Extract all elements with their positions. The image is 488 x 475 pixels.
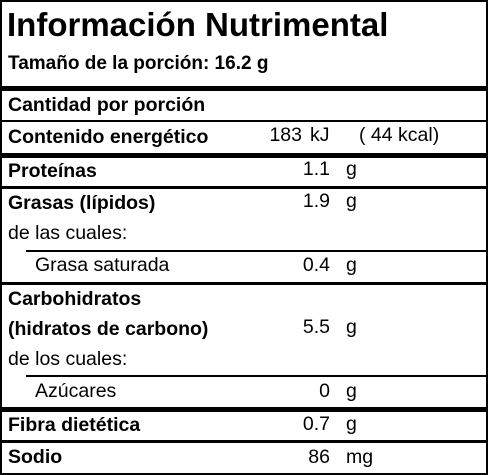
- sodium-unit: mg: [346, 446, 374, 468]
- protein-label: Proteínas: [8, 160, 97, 182]
- energy-unit: kJ: [310, 124, 330, 146]
- energy-kcal: ( 44 kcal): [359, 124, 440, 146]
- carbohydrates-value: 5.5: [302, 316, 330, 338]
- divider-thick: [2, 407, 486, 412]
- table-title: Información Nutrimental: [7, 6, 389, 43]
- divider: [2, 120, 486, 122]
- sugars-value: 0: [319, 380, 330, 402]
- serving-size: Tamaño de la porción: 16.2 g: [8, 53, 269, 74]
- sodium-value: 86: [308, 446, 330, 468]
- protein-value: 1.1: [302, 158, 330, 180]
- fat-label: Grasas (lípidos): [8, 192, 156, 214]
- divider-thick: [2, 153, 486, 158]
- fat-value: 1.9: [302, 190, 330, 212]
- fat-subheading: de las cuales:: [8, 222, 128, 244]
- carbohydrates-subheading: de los cuales:: [8, 348, 128, 370]
- fat-unit: g: [346, 190, 357, 212]
- fiber-label: Fibra dietética: [8, 414, 141, 436]
- protein-unit: g: [346, 158, 357, 180]
- fiber-value: 0.7: [302, 413, 330, 435]
- carbohydrates-unit: g: [346, 316, 357, 338]
- divider: [2, 440, 486, 443]
- divider: [2, 282, 486, 285]
- sugars-label: Azúcares: [35, 380, 117, 402]
- carbohydrates-label-line2: (hidratos de carbono): [8, 318, 209, 340]
- divider-indented: [26, 375, 486, 377]
- sugars-unit: g: [346, 380, 357, 402]
- divider-indented: [26, 250, 486, 252]
- sodium-label: Sodio: [8, 446, 63, 468]
- amount-per-serving-label: Cantidad por porción: [8, 94, 206, 116]
- divider: [2, 186, 486, 189]
- energy-label: Contenido energético: [8, 126, 209, 148]
- energy-value: 183: [269, 124, 302, 146]
- carbohydrates-label-line1: Carbohidratos: [8, 288, 142, 310]
- saturated-fat-value: 0.4: [302, 254, 330, 276]
- divider-thick: [2, 86, 486, 91]
- saturated-fat-label: Grasa saturada: [35, 254, 170, 276]
- fiber-unit: g: [346, 413, 357, 435]
- saturated-fat-unit: g: [346, 254, 357, 276]
